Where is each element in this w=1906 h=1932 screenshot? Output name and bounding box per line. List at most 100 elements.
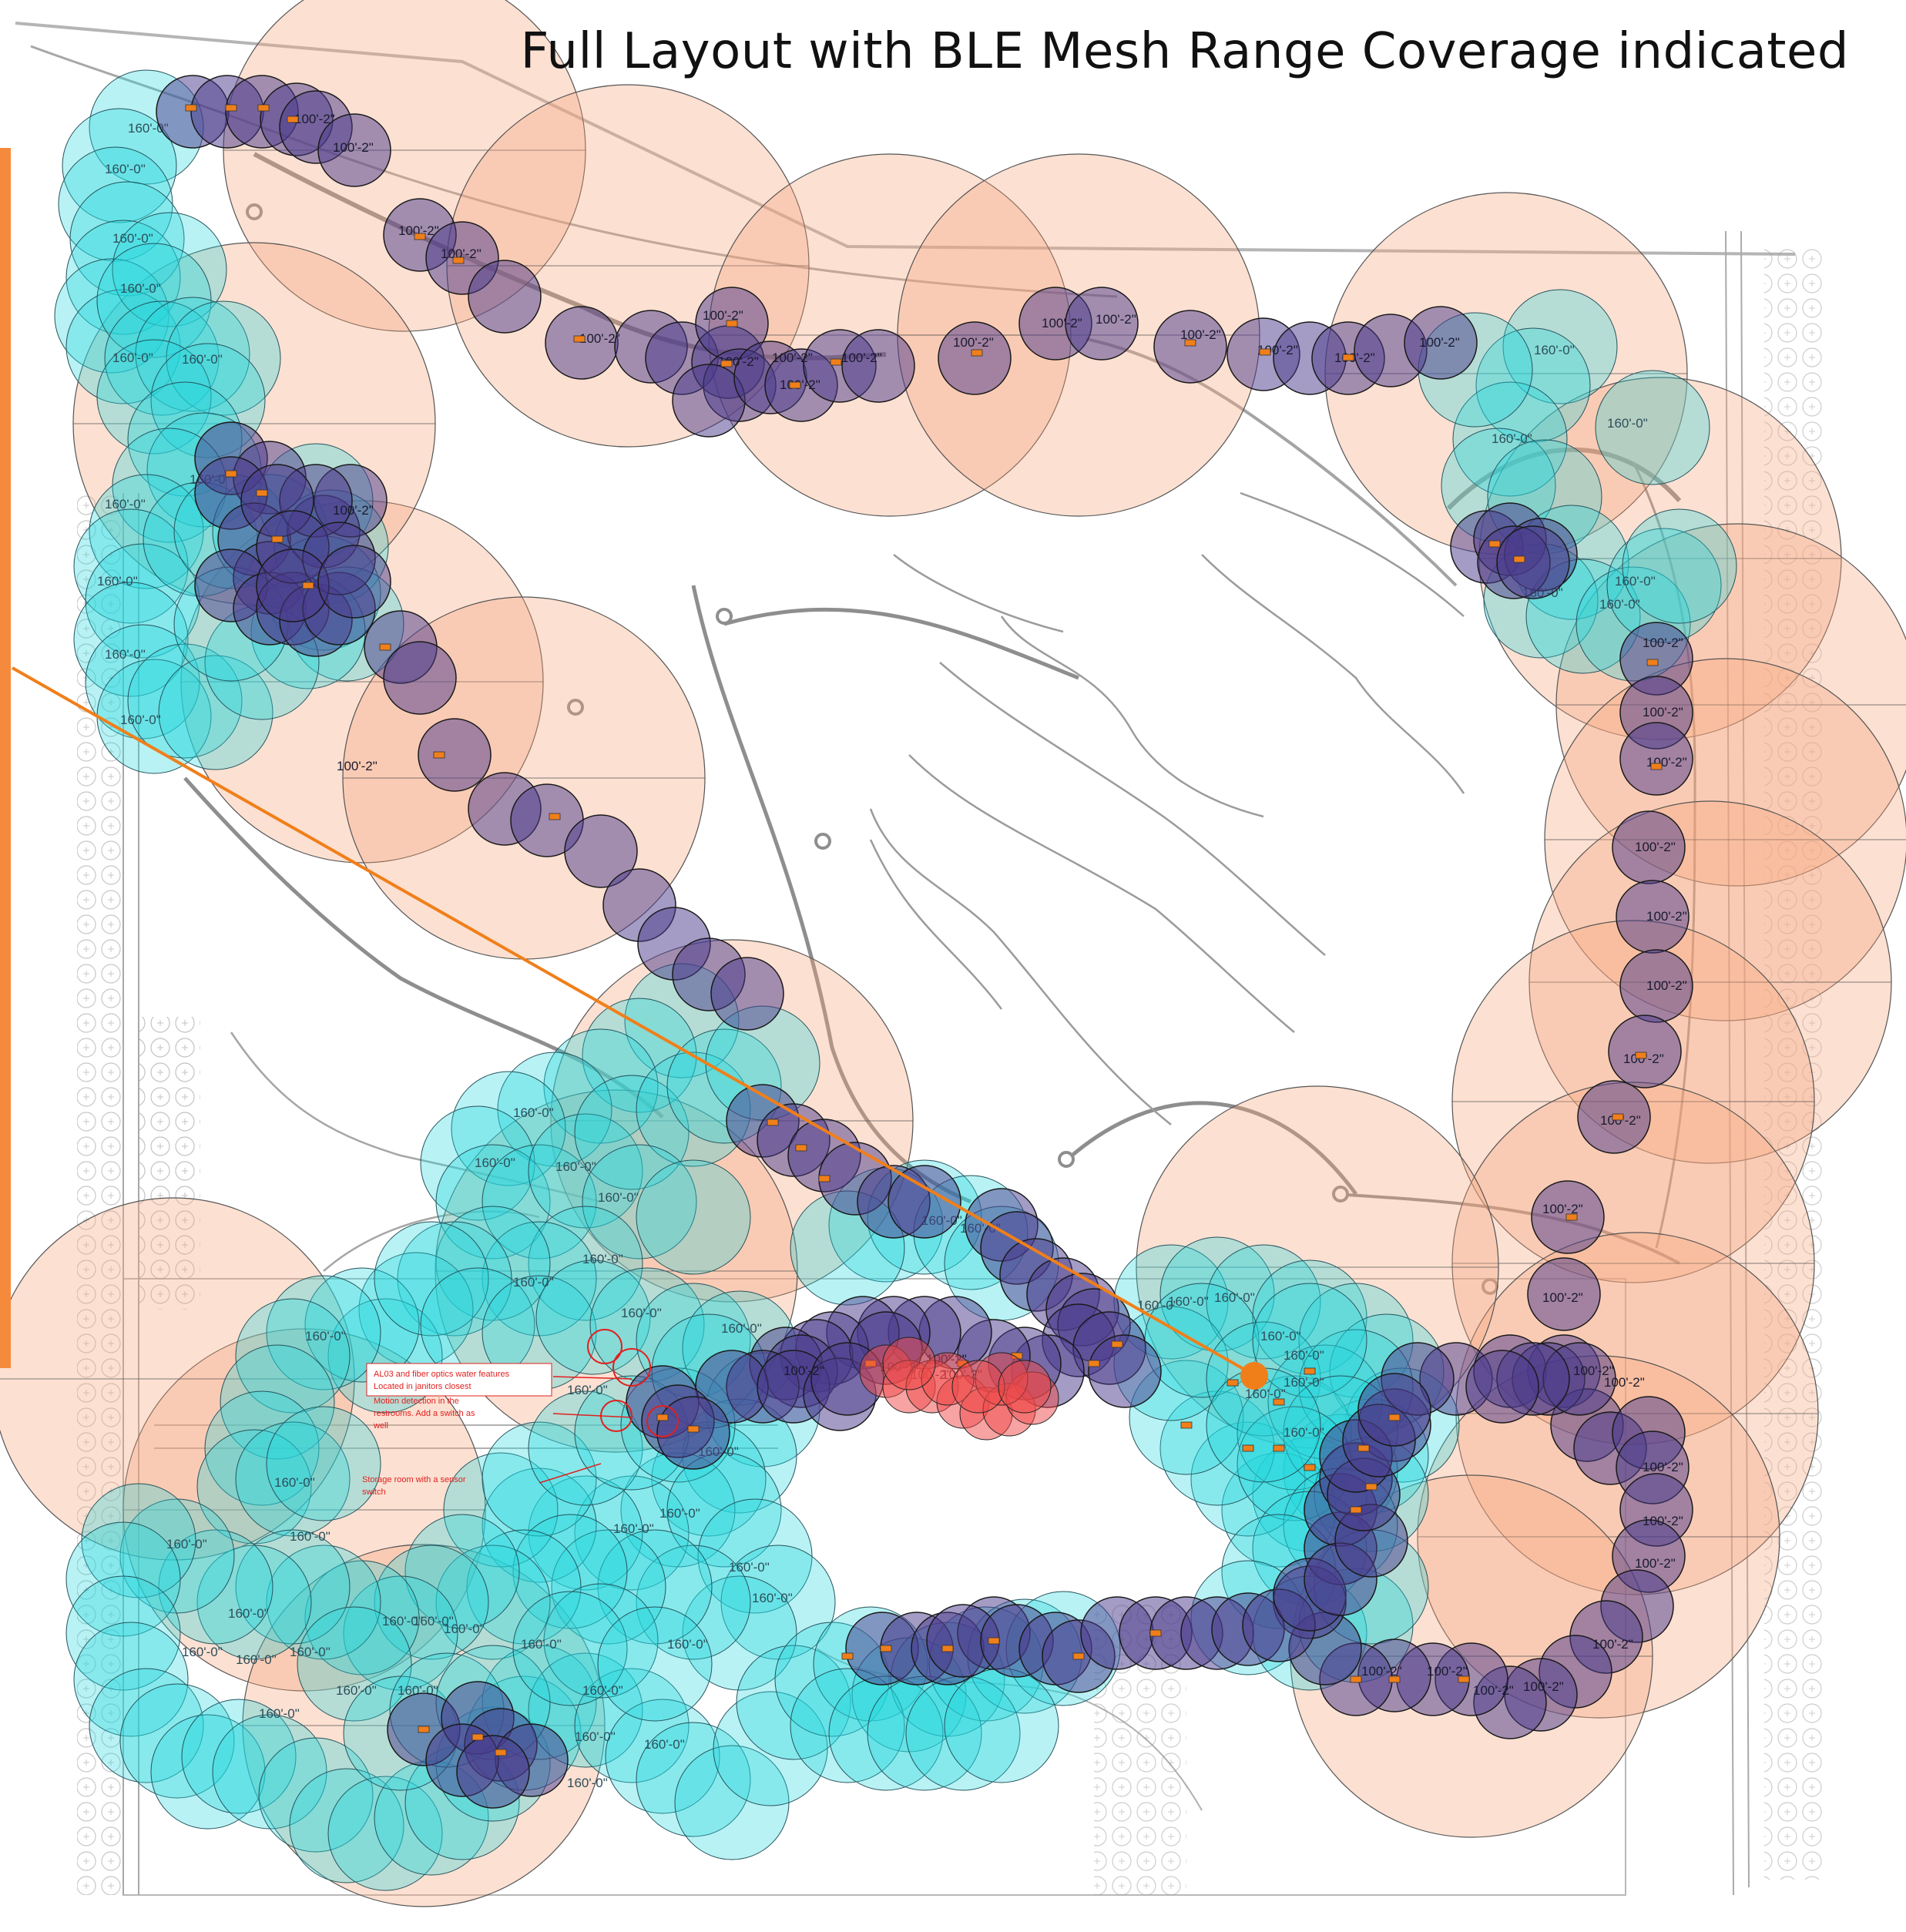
mesh-range-circle	[605, 1699, 720, 1814]
mesh-range-label: 160'-0"	[752, 1591, 793, 1605]
alert-range-circle	[951, 1360, 1005, 1414]
mesh-range-circle	[736, 1645, 851, 1760]
mesh-range-circle	[235, 1421, 351, 1537]
orange-node-marker-icon	[795, 1144, 807, 1152]
orange-node-marker-icon	[880, 1645, 892, 1652]
site-base-drawing	[15, 22, 1826, 1896]
node-range-label: 100'-2"	[1042, 316, 1082, 330]
node-range-circle	[383, 641, 457, 715]
mesh-range-label: 160'-0"	[667, 1637, 708, 1652]
mesh-range-label: 160'-0"	[228, 1606, 269, 1621]
mesh-range-circle	[89, 1668, 204, 1783]
mesh-range-label: 160'-0"	[1599, 597, 1640, 612]
mesh-range-circle	[597, 1529, 713, 1645]
orange-node-marker-icon	[1513, 555, 1525, 563]
mesh-range-circle	[127, 643, 243, 759]
node-range-circle	[938, 321, 1012, 395]
mesh-range-circle	[158, 1529, 273, 1645]
orange-node-marker-icon	[433, 751, 445, 759]
node-range-circle	[317, 545, 391, 619]
mesh-range-circle	[96, 339, 212, 454]
mesh-range-circle	[266, 1545, 381, 1660]
mesh-range-label: 160'-0"	[1607, 416, 1648, 431]
mesh-range-circle	[69, 181, 185, 297]
orange-node-marker-icon	[471, 1733, 484, 1741]
mesh-range-label: 160'-0"	[644, 1737, 685, 1752]
mesh-range-circle	[204, 1390, 320, 1506]
mesh-range-label: 160'-0"	[1284, 1425, 1324, 1440]
leader-group	[0, 148, 1268, 1390]
node-range-label: 100'-2"	[1646, 978, 1687, 993]
mesh-range-circle	[944, 1668, 1059, 1783]
node-range-label: 100'-2"	[1334, 351, 1375, 365]
node-range-label: 100'-2"	[294, 112, 335, 126]
node-range-circle	[1465, 1350, 1539, 1424]
orange-node-marker-icon	[1180, 1421, 1193, 1429]
mesh-range-label: 160'-0"	[336, 1683, 377, 1698]
node-range-label: 100'-2"	[841, 351, 882, 365]
orange-node-marker-icon	[841, 1652, 854, 1660]
orange-node-marker-icon	[687, 1425, 700, 1433]
orange-node-marker-icon	[1388, 1414, 1401, 1421]
mesh-range-label: 160'-0"	[582, 1252, 623, 1266]
orange-node-marker-icon	[818, 1175, 831, 1182]
orange-node-marker-icon	[988, 1637, 1000, 1645]
mesh-range-label: 160'-0"	[1137, 1298, 1178, 1313]
mesh-range-circle	[1502, 289, 1618, 404]
orange-node-marker-icon	[1646, 659, 1659, 666]
node-range-label: 100'-2"	[1643, 636, 1683, 650]
node-range-label: 100'-2"	[398, 223, 439, 238]
mesh-range-circle	[327, 1776, 443, 1891]
node-range-label: 100'-2"	[784, 1363, 824, 1378]
node-range-label: 100'-2"	[1600, 1113, 1641, 1128]
mesh-range-circle	[65, 289, 181, 404]
mesh-range-circle	[89, 474, 204, 589]
mesh-range-label: 160'-0"	[729, 1560, 770, 1575]
mesh-range-label: 160'-0"	[259, 1706, 300, 1721]
mesh-range-circle	[1159, 1236, 1275, 1352]
orange-node-marker-icon	[1458, 1675, 1470, 1683]
mesh-range-label: 160'-0"	[112, 231, 153, 246]
mesh-range-circle	[297, 1606, 412, 1722]
mesh-range-circle	[65, 220, 181, 335]
mesh-range-circle	[73, 1622, 189, 1737]
node-range-label: 100'-2"	[1623, 1052, 1664, 1066]
orange-node-marker-icon	[1259, 348, 1271, 356]
orange-node-marker-icon	[789, 381, 801, 389]
node-range-label: 100'-2"	[1361, 1664, 1402, 1679]
mesh-range-circle	[482, 1421, 597, 1537]
orange-node-marker-icon	[1342, 354, 1354, 361]
node-range-circle	[418, 718, 492, 792]
mesh-range-label: 160'-0"	[567, 1383, 608, 1397]
mesh-range-circle	[435, 1545, 551, 1660]
node-range-circle	[1153, 310, 1227, 384]
node-range-label: 100'-2"	[1180, 327, 1221, 342]
mesh-range-circle	[528, 1390, 643, 1506]
orange-gateway-dot-icon	[1240, 1362, 1268, 1390]
node-range-label: 100'-2"	[1096, 312, 1136, 327]
mesh-range-circle	[1452, 381, 1568, 497]
note-2-line-1: Motion detection in the	[374, 1397, 459, 1406]
mesh-range-label: 160'-0"	[721, 1321, 762, 1336]
note-2-line-3: well	[373, 1421, 388, 1431]
node-range-label: 100'-2"	[1643, 1514, 1683, 1528]
mesh-range-circle	[65, 1575, 181, 1691]
mesh-range-label: 160'-0"	[182, 1645, 223, 1659]
node-range-label: 100'-2"	[1635, 840, 1676, 854]
mesh-range-circle	[266, 1275, 381, 1390]
node-range-circle	[1088, 1334, 1162, 1408]
orange-node-marker-icon	[1365, 1483, 1377, 1491]
node-range-label: 100'-2"	[441, 247, 482, 261]
mesh-range-label: 160'-0"	[444, 1622, 485, 1636]
node-range-circle	[1404, 306, 1478, 380]
mesh-range-circle	[1475, 327, 1591, 443]
orange-node-marker-icon	[495, 1749, 507, 1756]
mesh-range-circle	[181, 1699, 297, 1814]
orange-node-marker-icon	[1350, 1506, 1362, 1514]
mesh-range-circle	[220, 1344, 335, 1460]
mesh-range-label: 160'-0"	[1492, 431, 1532, 446]
mesh-range-circle	[289, 1768, 404, 1883]
node-range-label: 100'-2"	[1573, 1363, 1614, 1378]
